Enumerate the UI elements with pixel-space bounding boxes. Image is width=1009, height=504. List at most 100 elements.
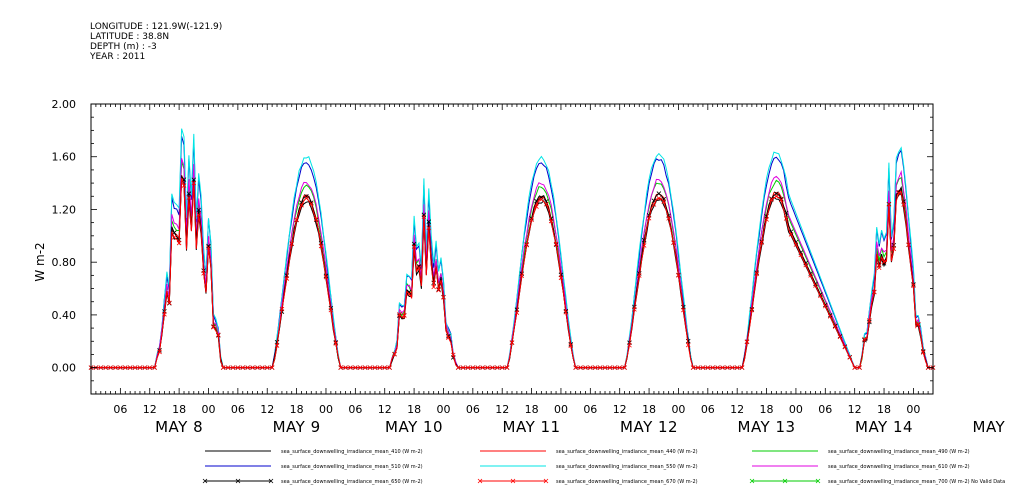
series-point [113,365,118,370]
series-point [553,241,559,247]
series-point [250,365,255,370]
series-point [911,283,916,289]
series-point [191,177,197,183]
series-point [876,265,882,271]
series-point [362,365,368,370]
y-tick-label: 2.00 [52,98,77,111]
x-tick-label: 18 [760,403,774,416]
series-point [480,365,485,370]
series-point [318,243,324,249]
series-point [690,365,696,370]
series-point [147,365,153,370]
series-point [421,212,427,218]
series-point [426,225,432,231]
series-point [808,273,813,278]
x-tick-label: 06 [348,403,362,416]
series-point [548,218,554,224]
series-point [739,365,745,370]
series-point [255,365,260,370]
series-point [607,365,613,370]
series-point [813,283,818,288]
legend-entry: sea_surface_downwelling_irradiance_mean_… [281,449,423,455]
legend-entry: sea_surface_downwelling_irradiance_mean_… [556,464,698,470]
x-tick-label: 00 [319,403,333,416]
day-label: MAY 9 [273,418,321,436]
plot-frame [90,103,934,395]
series-point [534,204,539,209]
series-point [377,365,383,370]
series-point [485,365,490,370]
series-point [162,312,167,317]
day-label: MAY 10 [385,418,443,436]
series-point [475,365,481,370]
series-point [730,365,735,370]
series-point [695,365,701,370]
series-point [152,365,157,370]
series-point [201,271,206,276]
x-tick-label: 12 [613,403,627,416]
series-point [832,324,838,329]
series-point [764,217,769,222]
series-point [666,216,671,221]
series-point [622,365,627,370]
x-tick-label: 12 [260,403,274,416]
series-point [323,274,329,280]
x-tick-label: 18 [172,403,186,416]
series-point [715,365,720,370]
series-point [788,232,794,237]
x-tick-label: 18 [525,403,539,416]
series-point [632,307,637,312]
series-point [749,307,755,313]
x-tick-label: 18 [290,403,304,416]
y-tick-label: 1.20 [52,203,77,216]
series-point [539,197,544,202]
series-point [294,217,299,223]
series-point [397,312,402,317]
x-tick-label: 06 [231,403,245,416]
series-point [906,242,911,248]
series-point [186,191,192,196]
series-point [269,365,275,370]
legend-entry: sea_surface_downwelling_irradiance_mean_… [828,449,970,455]
series-point [343,365,348,370]
y-tick-label: 0.80 [52,256,77,269]
series-point [862,336,867,342]
series-point [176,240,182,246]
x-tick-label: 00 [789,403,803,416]
series-point [191,180,197,186]
series-point [543,201,549,207]
series-point [441,295,446,300]
legend-entry: sea_surface_downwelling_irradiance_mean_… [828,479,1005,485]
series-point [852,365,857,370]
series-point [734,365,740,370]
series-point [681,307,686,313]
series-point [705,365,711,370]
x-tick-label: 12 [730,403,744,416]
x-tick-labels: 06 12 18 00 06 12 18 00 06 12 18 00 06 12 18 00 06 12 18 00… [113,403,920,416]
series-point [382,365,388,370]
series-point [798,252,804,258]
series-point [891,246,897,252]
y-tick-label: 0.00 [52,362,77,375]
series-point [353,365,358,370]
series-point [304,193,309,199]
series-point [313,216,319,222]
y-tick-label: 0.40 [52,309,77,322]
series-point [563,309,569,315]
series-point [127,365,133,370]
x-tick-label: 12 [495,403,509,416]
series-point [842,344,848,350]
series-point [411,244,417,249]
x-tick-label: 12 [848,403,862,416]
legend-marker [477,478,483,484]
series-point [495,365,500,370]
series-point [387,365,392,370]
series-point [455,365,461,370]
x-tick-label: 18 [407,403,421,416]
day-label: MAY 13 [738,418,796,436]
series-point [98,365,104,370]
series-point [573,365,578,370]
series-point [588,365,593,370]
series-point [524,242,529,248]
series-point [685,338,691,344]
